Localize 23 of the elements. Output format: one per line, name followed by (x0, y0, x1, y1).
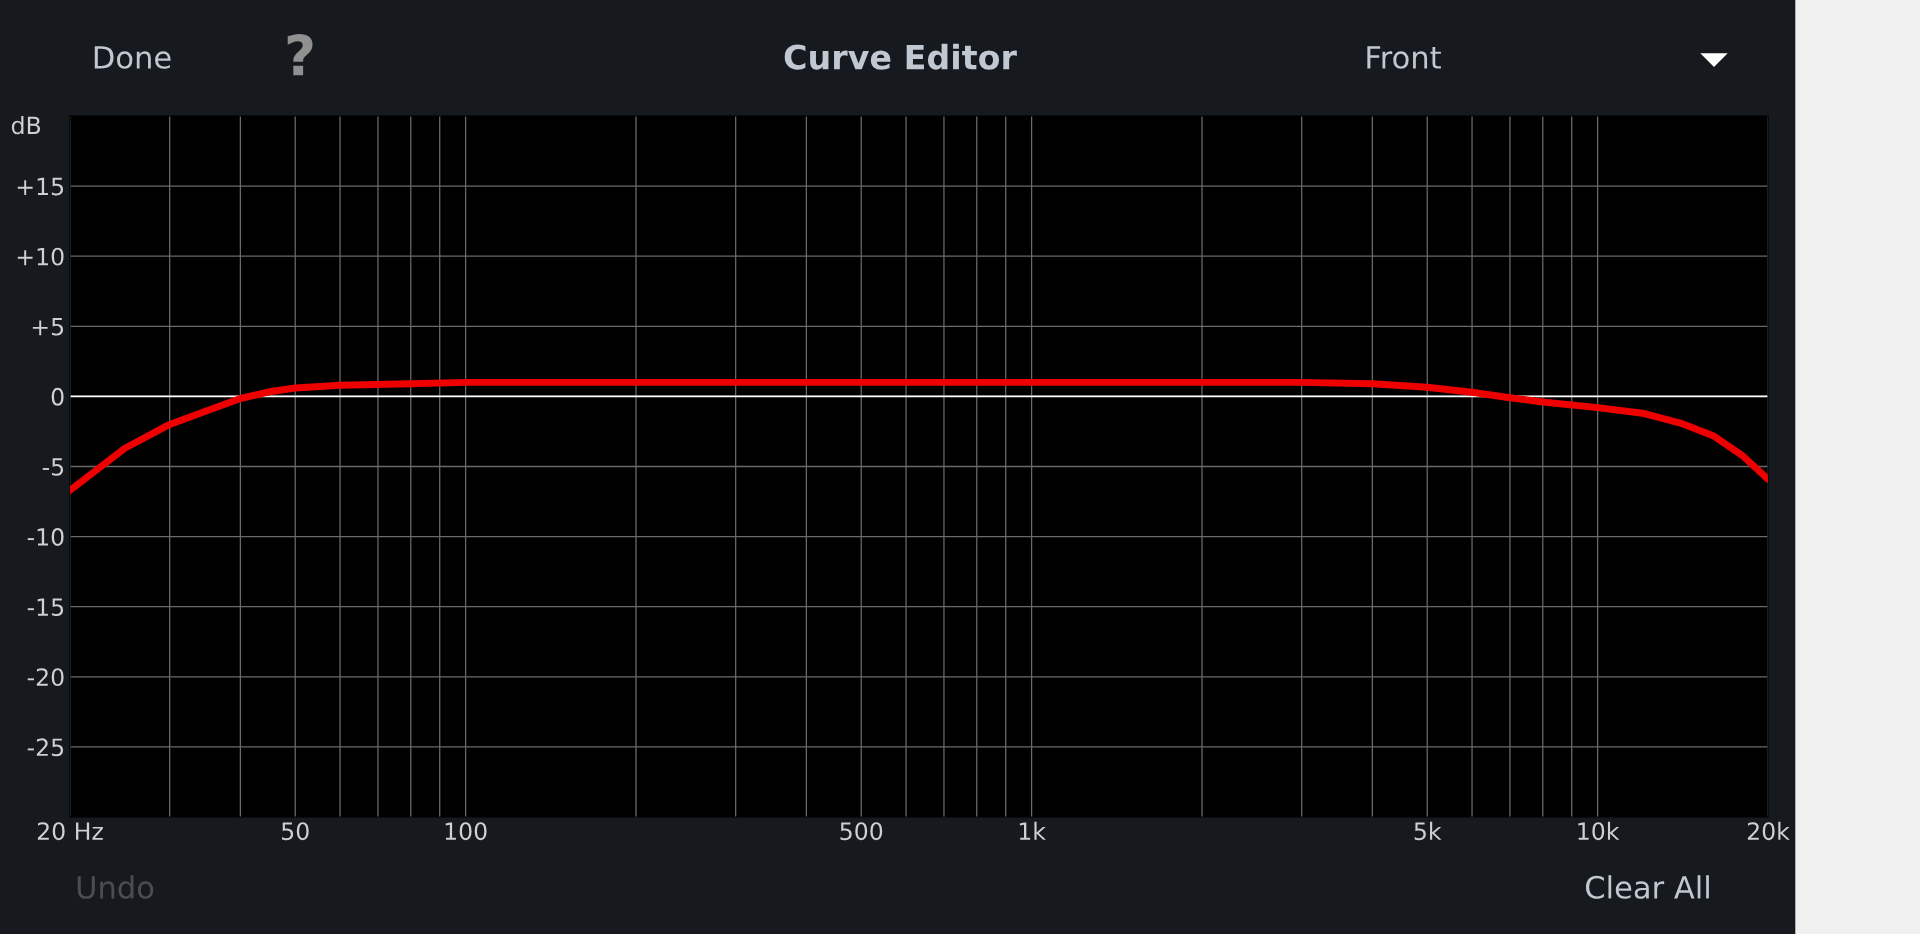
text: Clear All (1585, 875, 1709, 899)
y-tick-label: -5 (42, 458, 64, 476)
x-tick-label: 50 (282, 822, 309, 841)
y-axis-title: dB (11, 116, 41, 135)
y-tick-label: -10 (27, 528, 64, 546)
x-tick-label: 1k (1019, 821, 1046, 840)
y-tick-label: -15 (27, 598, 64, 617)
x-tick-label: 20k (1747, 821, 1790, 841)
y-tick-label: +10 (17, 247, 64, 266)
y-tick-label: 0 (51, 387, 64, 406)
y-tick-label: +5 (32, 318, 64, 336)
y-tick-label: -20 (27, 668, 64, 687)
y-tick-label: -25 (27, 738, 64, 757)
text: Done (94, 46, 171, 69)
x-tick-label: 5k (1414, 821, 1442, 841)
x-tick-label: 10k (1578, 821, 1620, 841)
text: Front (1367, 46, 1441, 69)
chart-title: Curve Editor (784, 43, 1017, 70)
x-tick-label: 500 (840, 822, 883, 841)
text: ? (287, 34, 313, 76)
x-tick-label: 20 Hz (37, 822, 103, 841)
y-tick-label: +15 (17, 177, 64, 196)
x-tick-label: 100 (445, 822, 487, 841)
